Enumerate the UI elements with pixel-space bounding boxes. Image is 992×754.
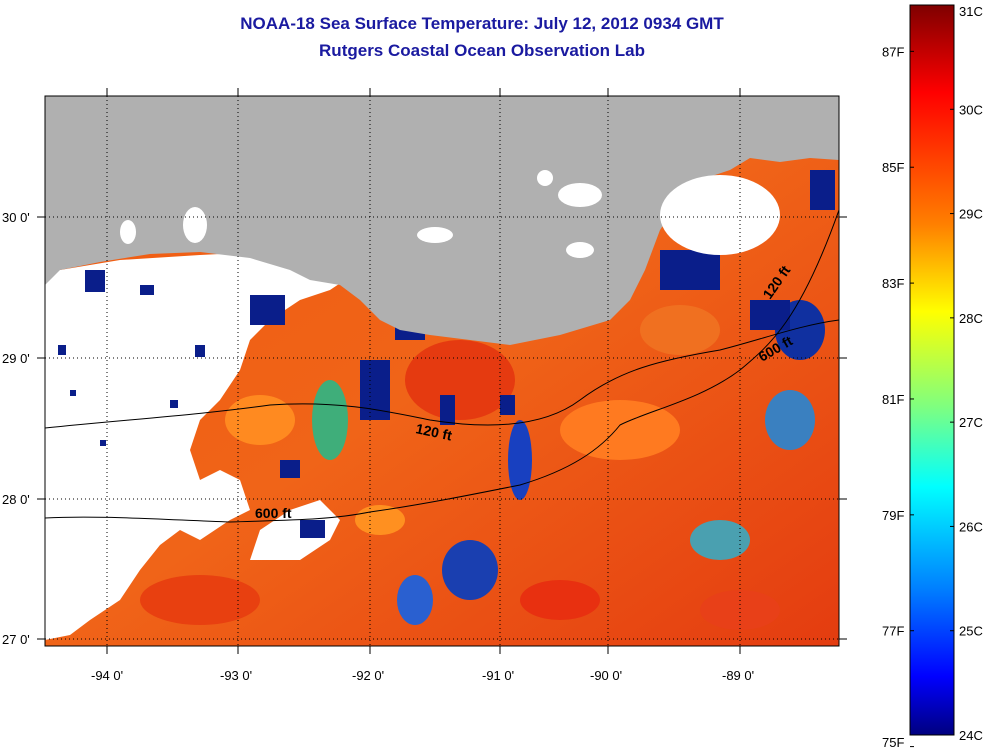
contour-label-120-1: 120 ft (414, 420, 453, 443)
colorbar-celsius-label: 29C (959, 207, 983, 222)
longitude-labels: -94 0' -93 0' -92 0' -91 0' -90 0' -89 0… (91, 668, 754, 683)
cloud-mask-2 (250, 500, 340, 560)
lon-label: -89 0' (722, 668, 754, 683)
colorbar-fahrenheit-label: 83F (882, 276, 904, 291)
lon-label: -94 0' (91, 668, 123, 683)
lon-label: -90 0' (590, 668, 622, 683)
colorbar-celsius-label: 30C (959, 102, 983, 117)
colorbar-fahrenheit-label: 87F (882, 44, 904, 59)
lat-label: 29 0' (2, 351, 30, 366)
colorbar: 31C 30C 29C 28C 27C 26C 25C 24C 87F 85F 83F 81F 79F 7… (882, 4, 983, 750)
cloud-edge-speckles (58, 170, 835, 538)
colorbar-fahrenheit-label: 81F (882, 392, 904, 407)
contour-600ft (45, 209, 839, 523)
cloud-mask (45, 96, 420, 640)
contour-label-600-1: 600 ft (255, 505, 292, 521)
land-mass (45, 96, 839, 345)
colorbar-celsius-label: 26C (959, 519, 983, 534)
map-subtitle: Rutgers Coastal Ocean Observation Lab (319, 41, 645, 60)
colorbar-celsius-label: 25C (959, 624, 983, 639)
colorbar-gradient (909, 4, 955, 736)
colorbar-fahrenheit-label: 75F (882, 735, 904, 750)
lon-label: -91 0' (482, 668, 514, 683)
lon-label: -92 0' (352, 668, 384, 683)
colorbar-celsius-label: 24C (959, 728, 983, 743)
colorbar-fahrenheit-label: 79F (882, 508, 904, 523)
colorbar-fahrenheit-label: 85F (882, 160, 904, 175)
colorbar-celsius-label: 28C (959, 311, 983, 326)
colorbar-celsius-label: 27C (959, 415, 983, 430)
contour-120ft (45, 319, 839, 429)
map-frame (44, 95, 840, 647)
colorbar-celsius-label: 31C (959, 4, 983, 19)
bays (120, 170, 780, 258)
tick-marks (37, 88, 847, 654)
lat-label: 30 0' (2, 210, 30, 225)
latitude-labels: 30 0' 29 0' 28 0' 27 0' (2, 210, 30, 647)
grid-lines (45, 96, 839, 646)
sst-patches (140, 300, 825, 630)
colorbar-fahrenheit-label: 77F (882, 624, 904, 639)
map-title: NOAA-18 Sea Surface Temperature: July 12… (240, 14, 724, 33)
lat-label: 27 0' (2, 632, 30, 647)
lat-label: 28 0' (2, 492, 30, 507)
lon-label: -93 0' (220, 668, 252, 683)
